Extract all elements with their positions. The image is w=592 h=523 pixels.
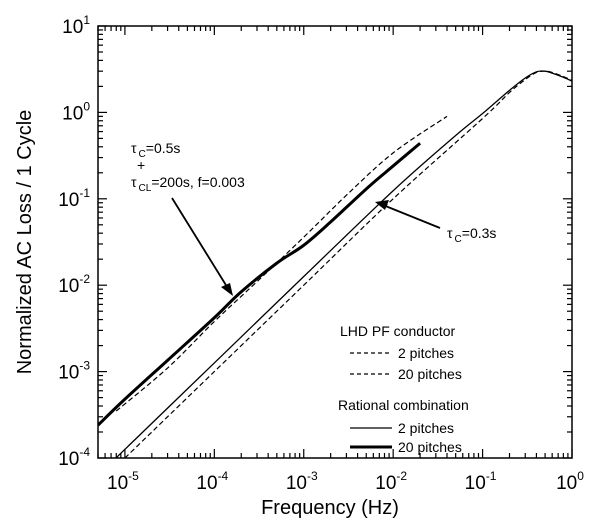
legend-group1-title: LHD PF conductor xyxy=(340,323,455,339)
y-tick-label: 101 xyxy=(62,13,90,38)
annotation-arrow-1 xyxy=(171,197,230,291)
x-tick-label: 10-2 xyxy=(375,469,407,494)
x-tick-label: 10-5 xyxy=(107,469,139,494)
x-tick-label: 10-3 xyxy=(286,469,318,494)
annotation-arrow-2 xyxy=(382,204,441,229)
axis-tick-labels: 10-5 10-4 10-3 10-2 10-1 100 10-4 10-3 10-2 10-1 1… xyxy=(58,13,584,494)
legend-entry-lhd-20: 20 pitches xyxy=(398,366,462,382)
annotation-tau-c-03: τ C=0.3s xyxy=(375,200,496,245)
y-tick-label: 100 xyxy=(62,99,90,124)
axis-ticks xyxy=(97,25,573,459)
legend-entry-rational-2: 2 pitches xyxy=(398,420,454,436)
y-axis-label: Normalized AC Loss / 1 Cycle xyxy=(14,110,36,375)
legend: LHD PF conductor 2 pitches 20 pitches Ra… xyxy=(338,323,469,455)
y-tick-label: 10-4 xyxy=(58,445,90,470)
x-tick-label: 100 xyxy=(556,469,584,494)
plot-frame xyxy=(97,25,573,459)
svg-text:τCL=200s, f=0.003: τ CL=200s, f=0.003 xyxy=(131,174,245,194)
legend-group2-title: Rational combination xyxy=(338,397,469,413)
x-tick-label: 10-1 xyxy=(465,469,497,494)
y-tick-label: 10-1 xyxy=(58,186,90,211)
legend-entry-rational-20: 20 pitches xyxy=(398,439,462,455)
annotation-plus: + xyxy=(137,157,145,173)
svg-text:τC=0.5s: τ C=0.5s xyxy=(131,140,180,160)
y-tick-label: 10-2 xyxy=(58,272,90,297)
annotation-tau-c-05: τ C=0.5s + τ CL=200s, f=0.003 xyxy=(131,140,245,296)
svg-text:τC=0.3s: τ C=0.3s xyxy=(447,225,496,245)
series-layer xyxy=(98,70,572,458)
annotation-arrow-2-head xyxy=(375,200,389,210)
annotation-arrow-1-head xyxy=(221,283,233,296)
series-line-dashed-thin-3 xyxy=(115,115,448,412)
x-axis-label: Frequency (Hz) xyxy=(261,497,399,519)
x-tick-label: 10-4 xyxy=(196,469,228,494)
series-line-dashed-thin-2 xyxy=(124,70,572,458)
legend-entry-lhd-2: 2 pitches xyxy=(398,345,454,361)
y-tick-label: 10-3 xyxy=(58,359,90,384)
